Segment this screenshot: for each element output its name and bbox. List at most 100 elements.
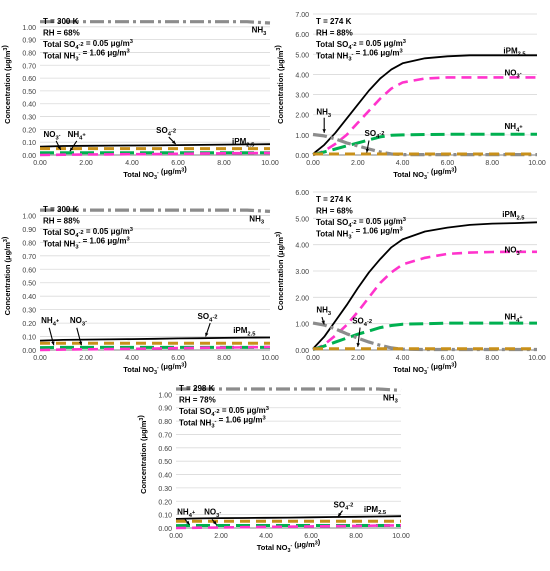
- condition-annotation: Total SO4-2 = 0.05 μg/m3: [43, 39, 133, 51]
- y-tick-label: 0.20: [158, 499, 172, 506]
- y-axis-label: Concentration (μg/m3): [0, 236, 12, 315]
- series-line-ipm: [175, 515, 402, 520]
- x-tick-label: 0.00: [33, 355, 47, 362]
- series-line-ipm: [312, 54, 537, 155]
- condition-annotation: T = 300 K: [43, 17, 79, 26]
- x-tick-label: 2.00: [214, 533, 228, 540]
- y-tick-label: 0.80: [158, 419, 172, 426]
- pointer-arrowhead: [69, 147, 74, 152]
- y-tick-label: 0.70: [158, 432, 172, 439]
- series-line-ipm: [39, 143, 271, 148]
- pointer-arrowhead: [185, 520, 190, 525]
- chart-panel-top-right: 0.00 1.00 2.00 3.00 4.00 5.00 6.00 7.00 0.00 2.00…: [273, 12, 546, 181]
- y-tick-label: 1.00: [22, 25, 36, 32]
- y-tick-label: 3.00: [295, 93, 309, 100]
- series-label-nh4: NH4+: [68, 130, 87, 141]
- series-line-nh3: [40, 20, 271, 25]
- x-tick-label: 8.00: [217, 160, 231, 167]
- x-tick-label: 8.00: [349, 533, 363, 540]
- x-tick-label: 8.00: [217, 355, 231, 362]
- x-axis-label: Total NO3- (μg/m3): [123, 164, 187, 181]
- series-label-nh4: NH4+: [505, 122, 524, 133]
- x-tick-label: 10.00: [528, 160, 546, 167]
- series-label-so4: SO4-2: [334, 500, 354, 511]
- pointer-arrowhead: [365, 148, 370, 153]
- pointer-arrowhead: [57, 145, 61, 150]
- condition-annotation: Total SO4-2 = 0.05 μg/m3: [179, 406, 269, 418]
- condition-annotation: Total NH3- = 1.06 μg/m3: [316, 48, 403, 62]
- series-label-ipm: iPM2.5: [503, 46, 526, 57]
- series-label-nh3: NH3: [252, 26, 267, 37]
- series-line-nh3: [312, 132, 537, 157]
- x-tick-label: 4.00: [125, 355, 139, 362]
- x-tick-label: 4.00: [396, 355, 410, 362]
- condition-annotation: Total SO4-2 = 0.05 μg/m3: [316, 39, 406, 51]
- chart-panel-middle-left: 0.00 0.10 0.20 0.30 0.40 0.50 0.60 0.70 0.80 0.90…: [0, 205, 279, 376]
- series-label-nh4: NH4+: [41, 316, 60, 327]
- series-label-so4: SO4-2: [352, 317, 372, 328]
- x-tick-label: 0.00: [306, 160, 320, 167]
- y-tick-label: 0.10: [22, 140, 36, 147]
- y-tick-label: 0.30: [22, 308, 36, 315]
- x-tick-label: 4.00: [259, 533, 273, 540]
- series-label-ipm: iPM2.5: [233, 326, 256, 337]
- condition-annotation: RH = 68%: [43, 29, 80, 38]
- y-tick-label: 0.80: [22, 50, 36, 57]
- x-tick-label: 2.00: [79, 160, 93, 167]
- series-label-no3: NO3-: [204, 508, 221, 519]
- y-tick-label: 0.00: [295, 153, 309, 160]
- y-tick-label: 4.00: [295, 243, 309, 250]
- y-tick-label: 1.00: [22, 213, 36, 220]
- y-tick-label: 6.00: [295, 32, 309, 39]
- series-label-no3: NO3-: [505, 246, 522, 257]
- x-tick-label: 10.00: [261, 160, 279, 167]
- series-label-ipm: iPM2.5: [502, 210, 525, 221]
- y-tick-label: 0.80: [22, 240, 36, 247]
- y-tick-label: 0.90: [22, 38, 36, 45]
- series-label-nh3: NH3: [316, 306, 331, 317]
- condition-annotation: Total SO4-2 = 0.05 μg/m3: [43, 227, 133, 239]
- pointer-arrowhead: [356, 343, 360, 347]
- series-label-no3: NO3-: [505, 68, 522, 79]
- series-line-nh4: [312, 321, 537, 351]
- x-tick-label: 6.00: [441, 355, 455, 362]
- x-tick-label: 4.00: [396, 160, 410, 167]
- condition-annotation: T = 300 K: [43, 205, 79, 214]
- pointer-arrowhead: [212, 520, 217, 525]
- x-tick-label: 10.00: [392, 533, 410, 540]
- series-line-nh3: [40, 208, 271, 213]
- y-tick-label: 5.00: [295, 52, 309, 59]
- series-line-nh3: [312, 321, 537, 352]
- y-tick-label: 0.90: [158, 406, 172, 413]
- y-axis-label: Concentration (μg/m3): [136, 415, 148, 494]
- x-tick-label: 6.00: [304, 533, 318, 540]
- condition-annotation: RH = 68%: [316, 207, 353, 216]
- y-tick-label: 0.00: [158, 526, 172, 533]
- y-tick-label: 0.20: [22, 127, 36, 134]
- condition-annotation: RH = 88%: [43, 217, 80, 226]
- y-tick-label: 5.00: [295, 216, 309, 223]
- condition-annotation: Total NH3- = 1.06 μg/m3: [43, 48, 130, 62]
- series-label-so4: SO4-2: [156, 126, 176, 137]
- condition-annotation: Total NH3- = 1.06 μg/m3: [179, 415, 266, 429]
- y-tick-label: 0.90: [22, 227, 36, 234]
- y-tick-label: 2.00: [295, 295, 309, 302]
- series-label-ipm: iPM2.5: [364, 505, 387, 516]
- y-tick-label: 0.00: [22, 153, 36, 160]
- y-tick-label: 0.40: [158, 473, 172, 480]
- y-tick-label: 0.40: [22, 102, 36, 109]
- y-tick-label: 0.00: [295, 348, 309, 355]
- pointer-arrowhead: [205, 332, 209, 337]
- x-tick-label: 0.00: [33, 160, 47, 167]
- x-tick-label: 4.00: [125, 160, 139, 167]
- y-tick-label: 0.70: [22, 254, 36, 261]
- condition-annotation: T = 298 K: [179, 384, 215, 393]
- x-tick-label: 6.00: [171, 355, 185, 362]
- y-tick-label: 7.00: [295, 12, 309, 19]
- y-tick-label: 0.10: [22, 335, 36, 342]
- y-tick-label: 0.60: [158, 446, 172, 453]
- condition-annotation: T = 274 K: [316, 17, 352, 26]
- chart-panel-middle-right: 0.00 1.00 2.00 3.00 4.00 5.00 6.00 0.00 2.00 4.00…: [273, 190, 546, 376]
- series-label-nh3: NH3: [249, 215, 264, 226]
- series-label-no3: NO3-: [43, 130, 60, 141]
